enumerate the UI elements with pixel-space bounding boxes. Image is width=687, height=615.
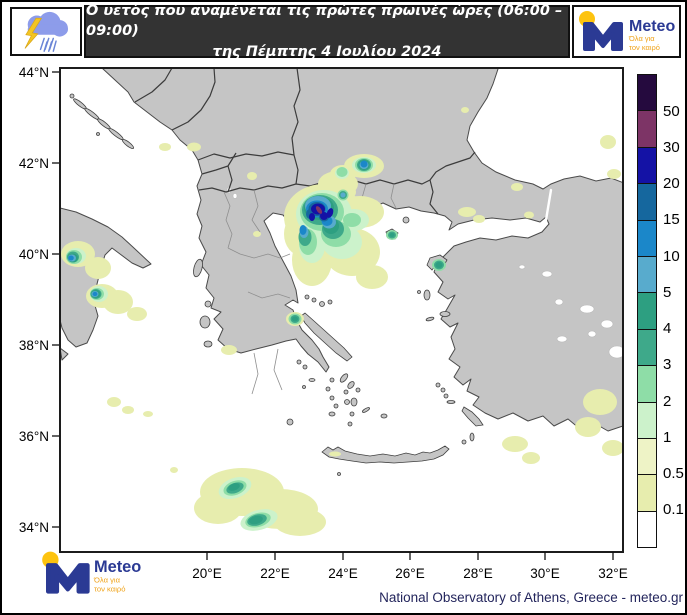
logo-m-icon — [46, 563, 90, 594]
colorbar-segment — [638, 292, 656, 329]
lightning-bolt-icon — [24, 17, 43, 49]
colorbar-segment — [638, 401, 656, 438]
logo-wordmark: Meteo — [94, 558, 141, 576]
lon-label: 30°E — [530, 566, 559, 581]
colorbar-segment — [638, 146, 656, 184]
figure: 44°N 42°N 40°N 38°N 36°N 34°N 20°E 22°E … — [2, 62, 685, 613]
logo-m-icon — [582, 21, 623, 51]
colorbar-label: 1 — [663, 428, 672, 446]
colorbar-segment — [638, 437, 656, 475]
lat-label: 40°N — [19, 247, 49, 262]
colorbar-segment — [638, 365, 656, 402]
lat-label: 38°N — [19, 338, 49, 353]
lon-label: 32°E — [598, 566, 627, 581]
map-content — [60, 68, 623, 536]
logo-tagline-1: Όλα για — [628, 34, 655, 43]
colorbar-segment — [638, 110, 656, 147]
map-frame — [59, 67, 624, 553]
attribution: National Observatory of Athens, Greece -… — [379, 590, 683, 605]
lat-label: 42°N — [19, 156, 49, 171]
lat-label: 36°N — [19, 429, 49, 444]
lakes — [226, 186, 623, 359]
colorbar-segment — [638, 183, 656, 220]
title-line1: Ο υετός που αναμένεται τις πρώτες πρωινέ… — [86, 2, 563, 40]
lon-labels: 20°E 22°E 24°E 26°E 28°E 30°E 32°E — [192, 566, 627, 581]
title-line2: της Πέμπτης 4 Ιουλίου 2024 — [212, 43, 442, 60]
islands — [69, 93, 484, 476]
meteo-logo: Meteo Όλα για τον καιρό — [578, 10, 675, 52]
storm-icon-box — [10, 7, 82, 56]
rain-streaks-icon — [39, 37, 57, 52]
meteo-logo-box: Meteo Όλα για τον καιρό — [572, 5, 681, 58]
colorbar-segment — [638, 474, 656, 511]
straits — [438, 188, 553, 258]
colorbar-label: 50 — [663, 102, 680, 120]
lon-label: 20°E — [192, 566, 221, 581]
colorbar-label: 20 — [663, 175, 680, 193]
lon-label: 28°E — [463, 566, 492, 581]
island-crete — [321, 445, 450, 464]
lon-ticks — [206, 552, 614, 560]
black-sea — [466, 68, 623, 190]
precip-level-30 — [315, 206, 323, 214]
colorbar-segment — [638, 255, 656, 293]
storm-icon — [24, 11, 68, 52]
colorbar-segments — [637, 74, 657, 548]
colorbar-label: 0.1 — [663, 501, 684, 519]
lat-labels: 44°N 42°N 40°N 38°N 36°N 34°N — [19, 65, 49, 535]
colorbar-label: 30 — [663, 138, 680, 156]
logo-tagline-2: τον καιρό — [94, 584, 125, 593]
title-banner: Ο υετός που αναμένεται τις πρώτες πρωινέ… — [84, 3, 570, 60]
lat-ticks — [52, 71, 59, 528]
colorbar-label: 5 — [663, 283, 672, 301]
colorbar-segment — [638, 510, 656, 548]
map: 44°N 42°N 40°N 38°N 36°N 34°N 20°E 22°E … — [19, 65, 628, 581]
meteo-logo-footer: Meteo Όλα για τον καιρό — [42, 551, 141, 594]
lon-label: 22°E — [260, 566, 289, 581]
colorbar-segment — [638, 75, 656, 111]
region-borders — [223, 181, 397, 395]
logo-tagline-2: τον καιρό — [629, 43, 660, 52]
logo-tagline-1: Όλα για — [93, 576, 121, 585]
country-borders — [134, 68, 476, 215]
lon-label: 26°E — [395, 566, 424, 581]
colorbar-label: 4 — [663, 320, 672, 338]
precipitation-overlay — [61, 107, 623, 536]
colorbar: 50 30 20 15 10 5 4 3 2 1 0.5 0.1 — [637, 74, 685, 548]
footer-meteo-logo: Meteo Όλα για τον καιρό — [34, 550, 154, 603]
colorbar-label: 0.5 — [663, 465, 684, 483]
colorbar-segment — [638, 328, 656, 366]
logo-wordmark: Meteo — [629, 18, 675, 35]
colorbar-label: 15 — [663, 211, 680, 229]
lon-label: 24°E — [328, 566, 357, 581]
colorbar-label: 2 — [663, 392, 672, 410]
lat-label: 44°N — [19, 65, 49, 80]
lat-label: 34°N — [19, 520, 49, 535]
colorbar-label: 3 — [663, 356, 672, 374]
colorbar-segment — [638, 219, 656, 256]
header: Ο υετός που αναμένεται τις πρώτες πρωινέ… — [2, 2, 685, 62]
colorbar-label: 10 — [663, 247, 680, 265]
